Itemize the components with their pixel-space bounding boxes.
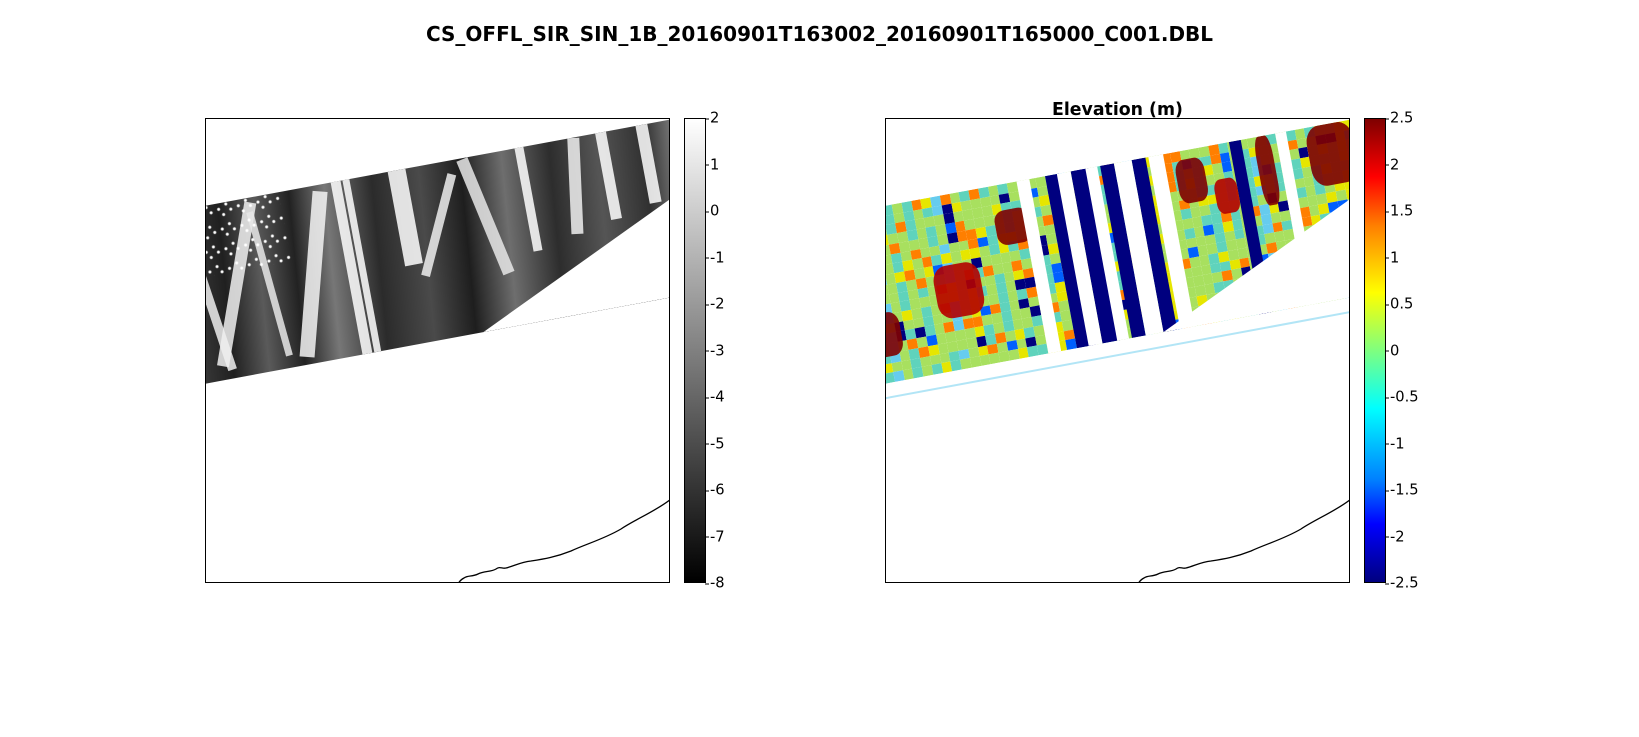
colorbar-tick: -8 [710, 575, 725, 592]
colorbar-tick: 0 [1390, 342, 1399, 359]
crack [457, 157, 515, 275]
colorbar-tick: 2 [710, 110, 719, 127]
colorbar-tick: 1.5 [1390, 203, 1413, 220]
colorbar-tick: -0.5 [1390, 389, 1419, 406]
colorbar-tick: -6 [710, 482, 725, 499]
crack [567, 138, 583, 235]
crack [421, 173, 456, 277]
colorbar-tick: -2 [710, 296, 725, 313]
colorbar-tick: -1.5 [1390, 482, 1419, 499]
colorbar-tick: -2 [1390, 528, 1405, 545]
left-colorbar: 210-1-2-3-4-5-6-7-8 [684, 118, 706, 583]
colorbar-tick: -5 [710, 435, 725, 452]
colorbar-tick: -1 [1390, 435, 1405, 452]
right-colorbar-gradient [1364, 118, 1386, 583]
colorbar-tick: 1 [1390, 249, 1399, 266]
right-plot-axes [885, 118, 1350, 583]
right-swath-image [885, 118, 1350, 391]
colorbar-tick: 0.5 [1390, 296, 1413, 313]
crack [595, 132, 621, 220]
right-colorbar: 2.521.510.50-0.5-1-1.5-2-2.5 [1364, 118, 1386, 583]
colorbar-tick: -1 [710, 249, 725, 266]
left-colorbar-gradient [684, 118, 706, 583]
crack [515, 147, 543, 252]
colorbar-tick: 2.5 [1390, 110, 1413, 127]
crack [388, 169, 423, 267]
speckle [205, 192, 292, 287]
colorbar-tick: -3 [710, 342, 725, 359]
colorbar-tick: -2.5 [1390, 575, 1419, 592]
crack [299, 190, 327, 357]
colorbar-tick: -7 [710, 528, 725, 545]
crack [635, 124, 661, 204]
left-plot-axes [205, 118, 670, 583]
colorbar-tick: 1 [710, 156, 719, 173]
colorbar-tick: 0 [710, 203, 719, 220]
right-plot-title: Elevation (m) [885, 100, 1350, 120]
figure-suptitle: CS_OFFL_SIR_SIN_1B_20160901T163002_20160… [0, 22, 1639, 46]
left-swath-image [205, 118, 670, 391]
colorbar-tick: -4 [710, 389, 725, 406]
colorbar-tick: 2 [1390, 156, 1399, 173]
